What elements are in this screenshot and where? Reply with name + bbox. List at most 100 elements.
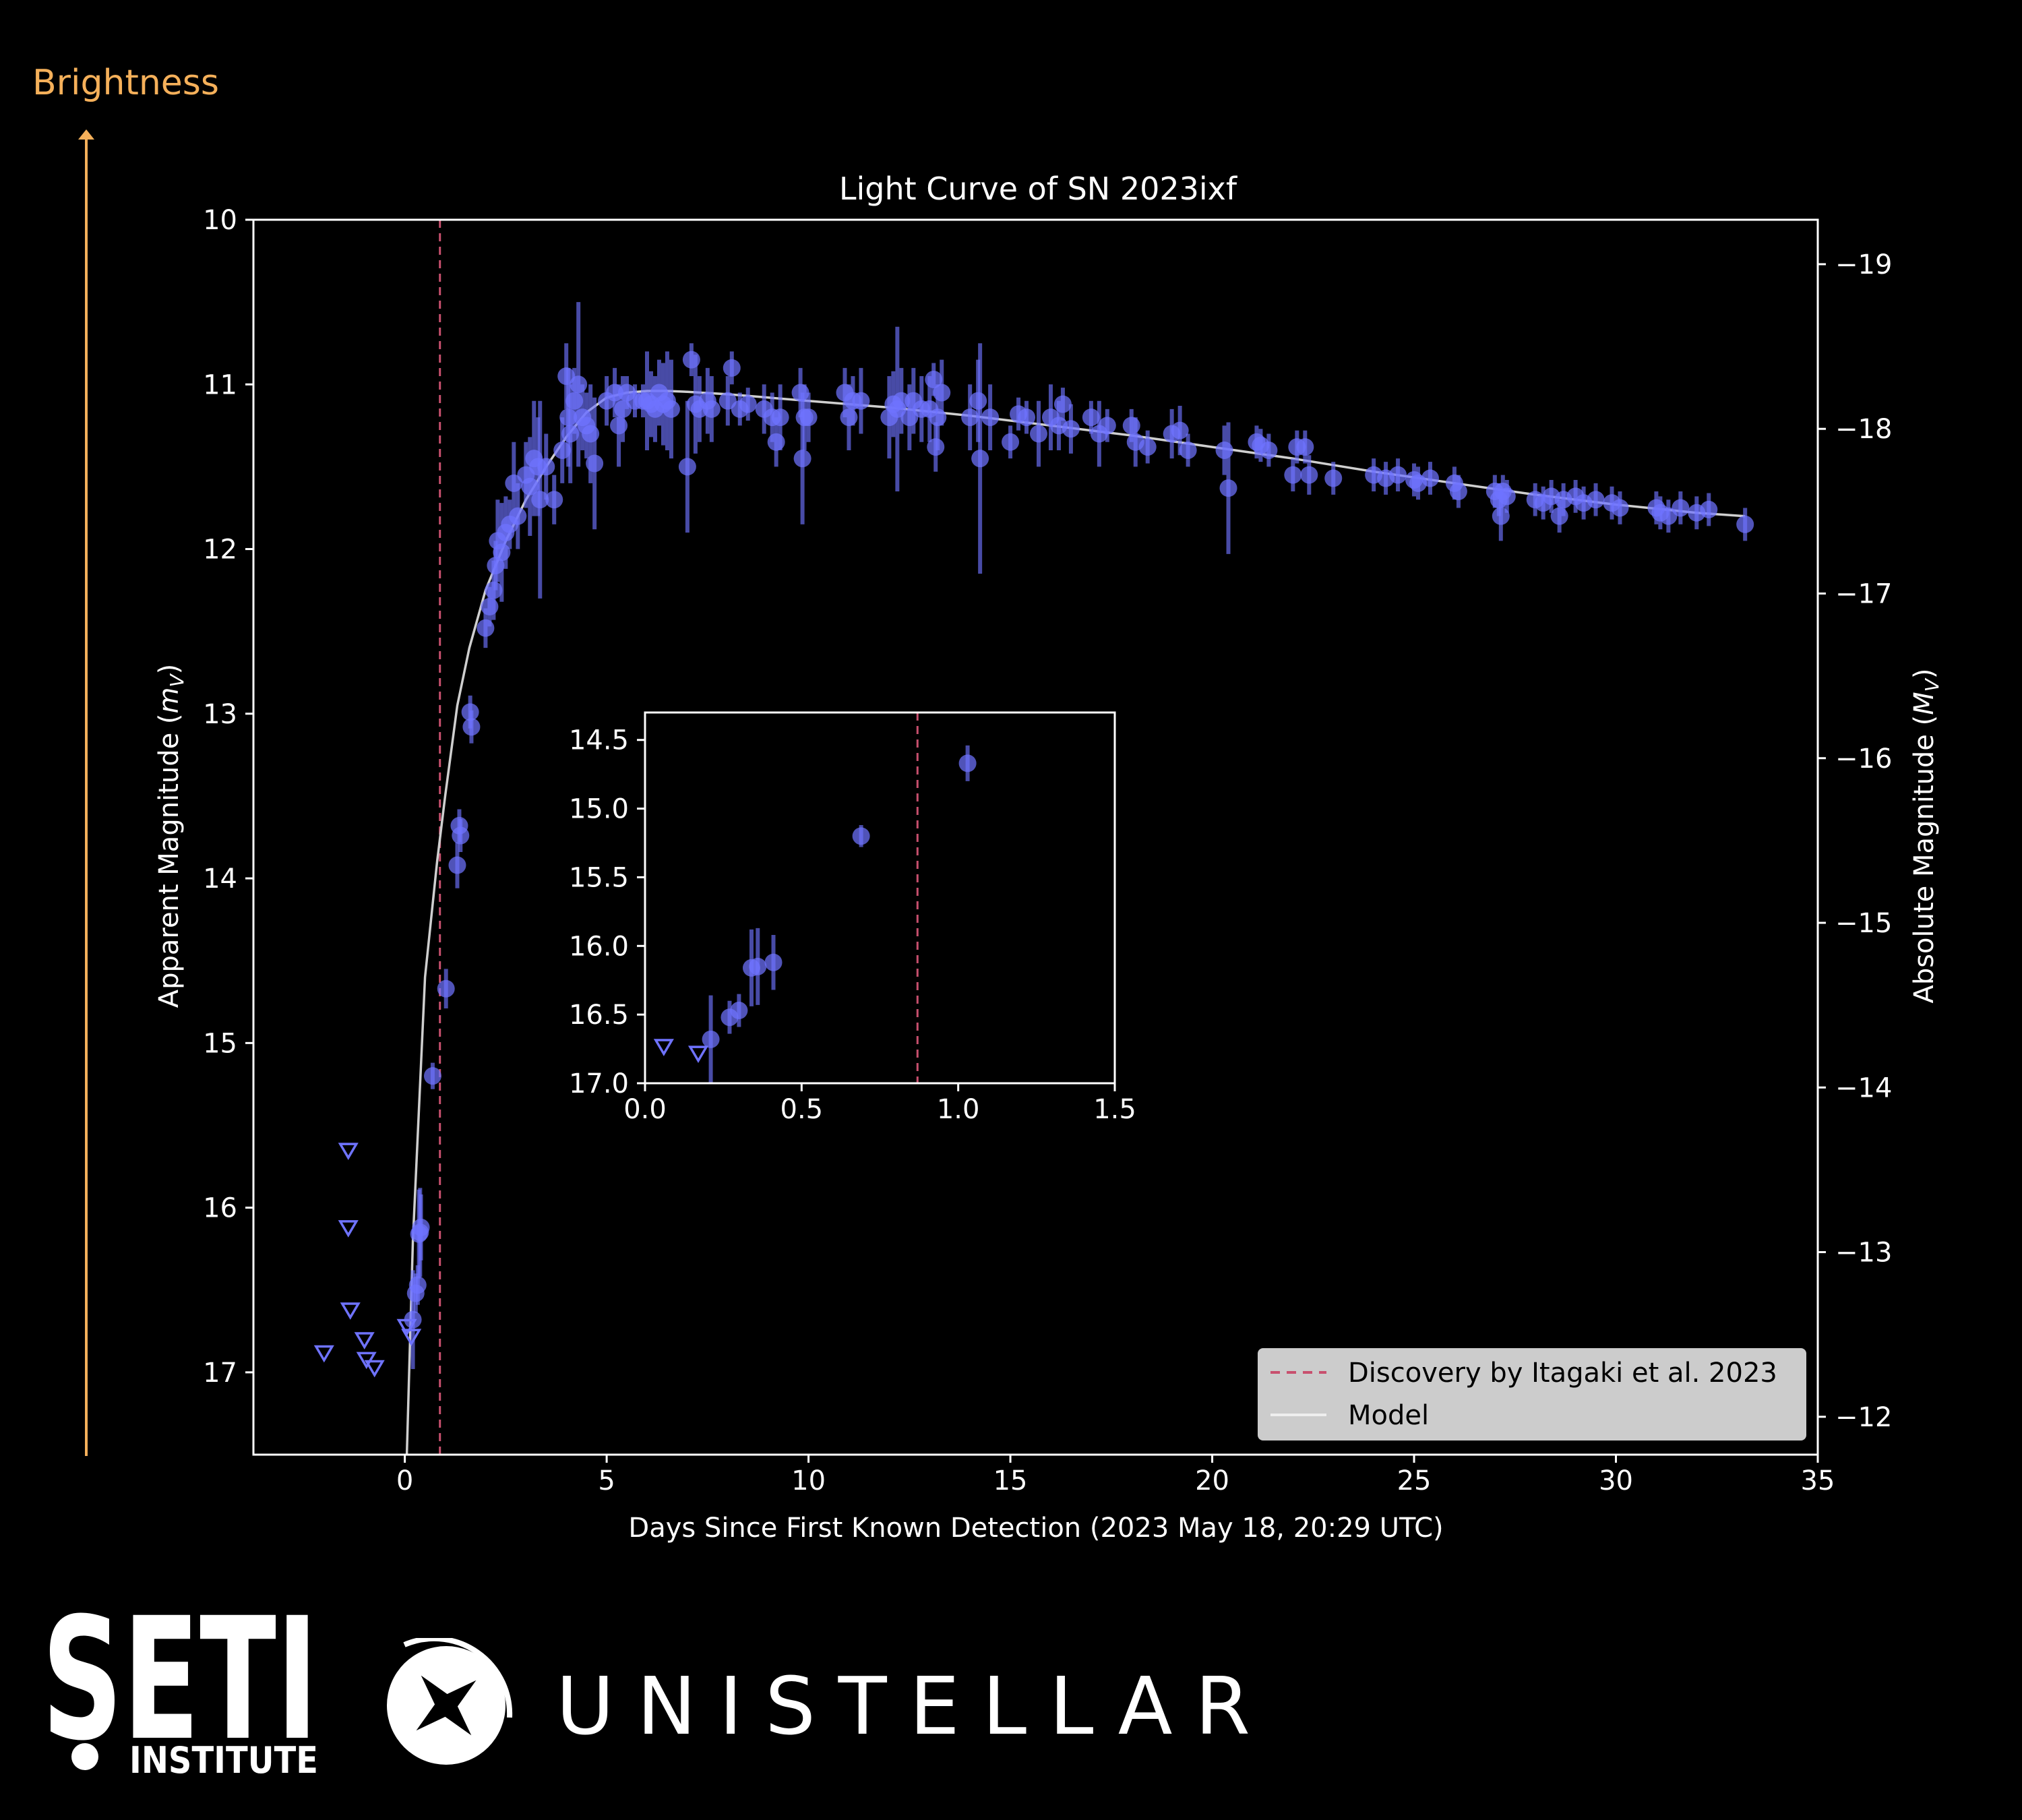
chart-title: Light Curve of SN 2023ixf [839,171,1238,207]
inset-data-point [749,928,767,1005]
inset-data-point [730,994,748,1027]
main-data-point [1587,483,1605,516]
main-upper-limit-marker [364,1360,385,1378]
main-point-marker [1324,469,1343,487]
unistellar-logo-text: UNISTELLAR [556,1660,1250,1753]
main-point-marker [1179,441,1197,459]
inset-point-marker [702,1030,720,1048]
inset-y-tick-label: 16.0 [569,931,629,962]
main-y-tick-label: 11 [203,369,237,400]
main-data-point [1053,388,1072,421]
inset-y-tick-label: 15.0 [569,794,629,825]
main-point-marker [925,370,943,388]
main-point-marker [610,417,628,435]
inset-data-point [702,995,720,1083]
main-data-point [662,359,680,459]
inset-x-tick-label: 0.0 [623,1094,667,1125]
main-point-marker [927,438,945,456]
legend-label-discovery: Discovery by Itagaki et al. 2023 [1348,1358,1777,1389]
inset-upper-limit-marker [653,1039,674,1056]
inset-x-tick-label: 1.0 [937,1094,980,1125]
main-point-marker [537,458,555,476]
main-data-point [1062,404,1080,454]
main-point-marker [1700,500,1718,518]
main-point-marker [477,619,495,637]
inset-upper-limit-marker [687,1045,709,1064]
main-x-tick-label: 30 [1599,1465,1633,1496]
main-point-marker [678,458,696,476]
main-upper-limit-marker [313,1345,334,1363]
main-y-tick-label: 13 [203,699,237,730]
main-data-point [1284,458,1302,492]
y2-tick-label: −12 [1835,1402,1892,1433]
main-x-tick-label: 0 [396,1465,413,1496]
main-point-marker [771,408,789,427]
main-x-tick-label: 15 [993,1465,1028,1496]
y2-tick-label: −15 [1835,908,1892,939]
y2-tick-label: −19 [1835,249,1892,280]
main-data-point [448,842,466,888]
main-point-marker [545,491,563,509]
main-point-marker [793,450,811,468]
main-data-point [1324,462,1343,495]
main-y-tick-label: 14 [203,863,237,894]
main-x-tick-label: 25 [1397,1465,1432,1496]
main-data-point [1018,400,1036,434]
main-point-marker [1062,420,1080,438]
main-data-point [412,1194,430,1261]
main-data-point [1098,408,1116,442]
main-data-point [1736,508,1754,541]
x-axis-label: Days Since First Known Detection (2023 M… [628,1513,1443,1544]
main-point-marker [892,392,911,410]
main-point-marker [662,400,680,418]
main-point-marker [1296,438,1314,456]
unistellar-logo: UNISTELLAR [387,1638,1250,1765]
main-point-marker [971,450,989,468]
inset-data-point [852,825,870,847]
main-point-marker [1082,408,1100,427]
y2-tick-label: −18 [1835,414,1892,445]
unistellar-emblem-icon [387,1638,513,1765]
main-data-point [1082,400,1100,434]
main-data-point [933,359,951,426]
inset-point-marker [852,827,870,845]
main-point-marker [1550,507,1568,525]
main-data-point [767,417,785,467]
main-point-marker [462,718,481,736]
main-point-marker [1421,469,1439,487]
main-data-point [739,388,757,421]
main-point-marker [1587,491,1605,509]
inset-data-point [958,745,977,781]
main-point-marker [437,979,455,998]
main-point-marker [961,408,979,427]
main-point-marker [1053,395,1072,413]
main-data-point [1611,491,1629,524]
main-point-marker [739,395,757,413]
main-x-tick-label: 10 [791,1465,826,1496]
main-upper-limit-marker [338,1220,359,1238]
main-point-marker [1284,466,1302,484]
inset-background [645,712,1115,1083]
inset-data-point [764,935,783,990]
brightness-label: Brightness [32,63,219,103]
main-upper-limit-marker [356,1352,377,1370]
main-data-point [1029,400,1047,467]
y2-axis-label: Absolute Magnitude (MV) [1909,668,1943,1003]
main-data-point [1300,455,1318,495]
main-data-point [1296,430,1314,464]
main-y-tick-label: 10 [203,205,237,236]
y2-tick-label: −16 [1835,744,1892,775]
main-data-point [971,343,989,574]
inset-frame [644,711,1116,1085]
main-data-point [723,351,741,385]
inset-y-tick-label: 14.5 [569,725,629,756]
main-data-point [1672,491,1690,524]
main-upper-limit-marker [338,1143,359,1160]
inset-point-marker [764,953,783,971]
seti-logo-subtext: INSTITUTE [129,1739,318,1782]
brightness-arrow-icon [78,129,94,140]
main-data-point [799,392,818,442]
main-point-marker [423,1067,441,1085]
main-point-marker [1736,515,1754,533]
